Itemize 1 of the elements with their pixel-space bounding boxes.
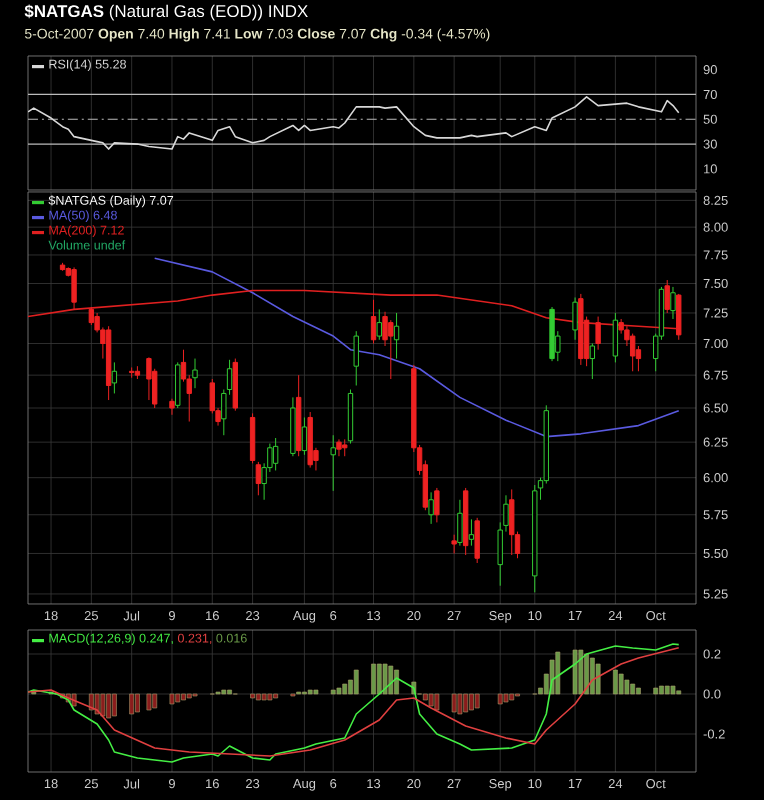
chart-title: $NATGAS (Natural Gas (EOD)) INDX xyxy=(24,4,308,21)
